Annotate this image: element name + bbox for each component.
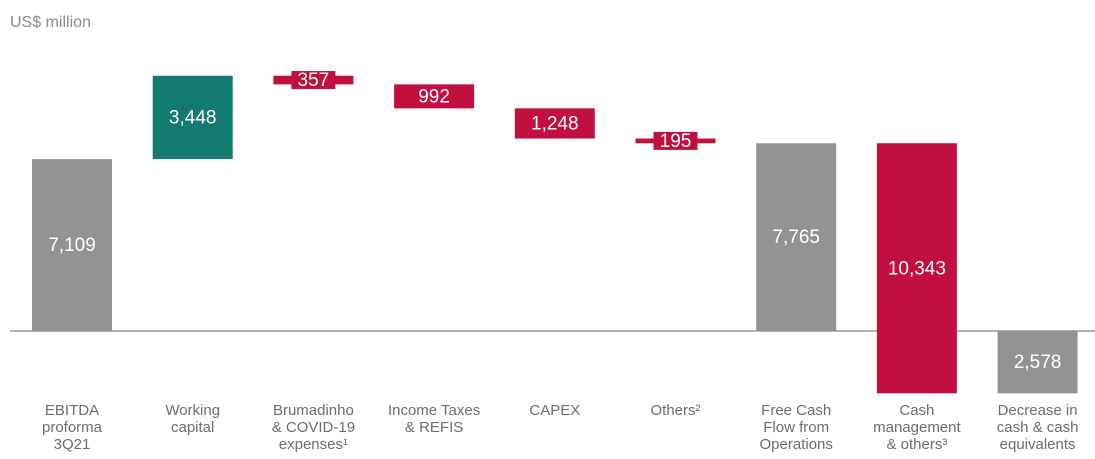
bar bbox=[152, 75, 233, 160]
category-label: Decrease in cash & cash equivalents bbox=[996, 402, 1079, 453]
value-label: 7,109 bbox=[48, 235, 96, 256]
category-label: Free Cash Flow from Operations bbox=[759, 402, 833, 453]
bar bbox=[32, 159, 112, 331]
unit-label: US$ million bbox=[10, 14, 91, 31]
bar bbox=[997, 331, 1078, 394]
value-label: 195 bbox=[660, 131, 692, 152]
bar bbox=[514, 108, 595, 139]
category-label: CAPEX bbox=[529, 402, 581, 419]
value-label: 10,343 bbox=[888, 258, 946, 279]
category-label: Brumadinho & COVID-19 expenses¹ bbox=[271, 402, 356, 453]
value-label: 992 bbox=[418, 86, 450, 107]
label-box bbox=[291, 71, 336, 90]
value-label: 2,578 bbox=[1014, 352, 1062, 373]
category-label: EBITDA proforma 3Q21 bbox=[41, 402, 103, 453]
value-label: 1,248 bbox=[531, 113, 579, 134]
category-label: Income Taxes & REFIS bbox=[387, 402, 481, 436]
bar bbox=[876, 143, 957, 394]
category-label: Working capital bbox=[165, 402, 221, 436]
label-box bbox=[412, 87, 457, 106]
category-label: Cash management & others³ bbox=[873, 402, 961, 453]
value-label: 7,765 bbox=[772, 227, 820, 248]
value-label: 357 bbox=[298, 70, 330, 91]
label-box bbox=[653, 131, 698, 150]
value-label: 3,448 bbox=[169, 107, 217, 128]
category-label: Others² bbox=[650, 402, 701, 419]
bar bbox=[756, 143, 837, 331]
